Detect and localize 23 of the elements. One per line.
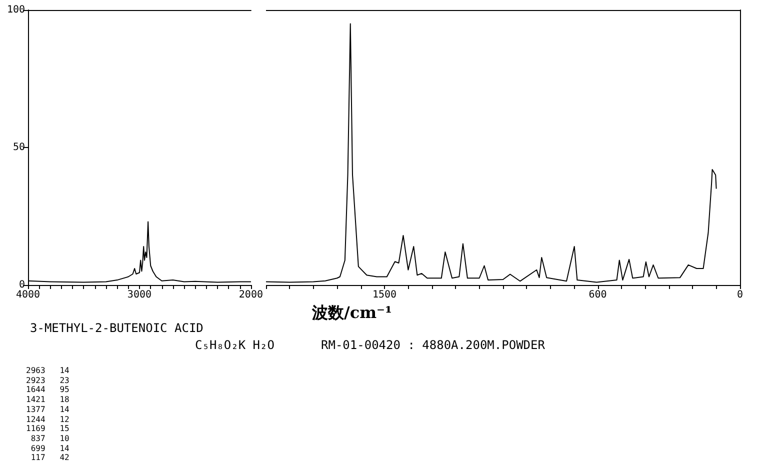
y-tick-label: 50 (12, 142, 25, 153)
text: 2963 14 (26, 366, 70, 376)
x-tick-label: 1500 (372, 290, 397, 300)
text: 699 14 (30, 444, 70, 454)
y-tick-label: 100 (6, 4, 25, 16)
x-tick-label: 3000 (127, 290, 152, 300)
text: C₅H₈O₂K H₂O (195, 338, 274, 352)
text: 1377 14 (26, 404, 70, 414)
text: 117 42 (30, 453, 70, 463)
x-axis-title: 波数/cm⁻¹ (312, 303, 392, 324)
x-tick-label: 4000 (16, 290, 40, 300)
text: RM-01-00420 : 4880A.200M.POWDER (321, 338, 545, 352)
text: 3-METHYL-2-BUTENOIC ACID (30, 321, 204, 335)
text: 837 10 (30, 434, 70, 444)
x-tick-label: 2000 (238, 290, 264, 300)
y-tick-label: 0 (18, 280, 25, 290)
text: 1421 18 (26, 395, 70, 405)
text: 1244 12 (26, 414, 70, 424)
text: 2923 23 (26, 376, 70, 386)
x-tick-label: 0 (736, 290, 744, 300)
text: 1169 15 (26, 424, 70, 434)
text: 1644 95 (26, 385, 70, 395)
x-tick-label: 600 (588, 290, 607, 300)
